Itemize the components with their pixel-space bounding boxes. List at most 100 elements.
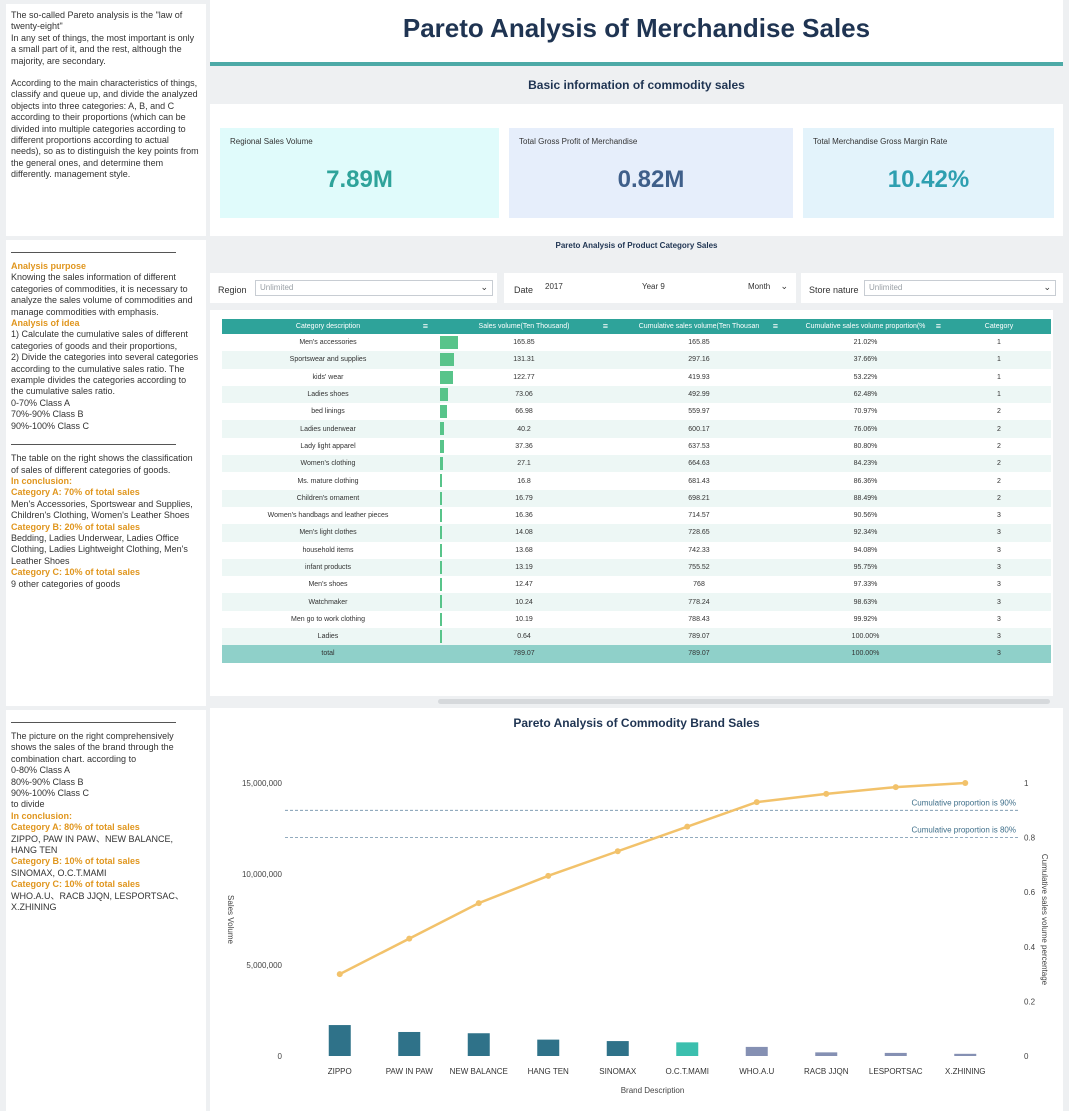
cell-desc: Lady light apparel	[222, 437, 434, 456]
cell-cum: 492.99	[614, 385, 784, 404]
cell-cum: 637.53	[614, 437, 784, 456]
cell-cum: 788.43	[614, 610, 784, 629]
cell-category: 3	[947, 558, 1051, 577]
cell-sales: 66.98	[434, 403, 614, 421]
cell-prop: 97.33%	[784, 576, 947, 594]
cell-prop: 70.97%	[784, 403, 947, 421]
cell-prop: 92.34%	[784, 524, 947, 542]
cell-sales: 37.36	[434, 437, 614, 456]
cell-category: 3	[947, 628, 1051, 646]
reference-line-label: Cumulative proportion is 90%	[912, 798, 1017, 807]
divider	[11, 444, 176, 446]
table-total-row: total 789.07 789.07 100.00% 3	[222, 645, 1051, 663]
cell-sales: 789.07	[434, 645, 614, 663]
sales-mini-bar	[440, 353, 454, 367]
y2-tick-label: 0.4	[1024, 943, 1036, 952]
kpi-label: Total Gross Profit of Merchandise	[519, 137, 638, 146]
date-year-input[interactable]: 2017	[541, 280, 569, 296]
table-scrollbar[interactable]	[438, 699, 1050, 704]
region-select[interactable]: Unlimited ⌄	[255, 280, 493, 296]
col-header-label: Category	[984, 323, 1014, 330]
table-row: Ladies 0.64 789.07 100.00% 3	[222, 628, 1051, 646]
cell-category: 3	[947, 610, 1051, 629]
cell-sales: 73.06	[434, 385, 614, 404]
cumulative-point	[336, 971, 343, 978]
col-header-label: Category description	[295, 323, 361, 330]
purpose-title: Analysis purpose	[11, 261, 87, 271]
table-row: Ladies shoes 73.06 492.99 62.48% 1	[222, 385, 1051, 404]
y-tick-label: 5,000,000	[246, 961, 282, 970]
cell-desc: Men's shoes	[222, 576, 434, 594]
kpi-label: Total Merchandise Gross Margin Rate	[813, 137, 948, 146]
cell-desc: Watchmaker	[222, 593, 434, 611]
table-row: infant products 13.19 755.52 95.75% 3	[222, 558, 1051, 577]
cell-desc: Men go to work clothing	[222, 610, 434, 629]
date-week-input[interactable]: Year 9	[638, 280, 688, 296]
y2-tick-label: 0	[1024, 1052, 1029, 1061]
cell-sales-value: 165.85	[513, 339, 535, 347]
analysis-panel: Analysis purpose Knowing the sales infor…	[6, 240, 206, 706]
category-table: Category description ≡ Sales volume(Ten T…	[222, 319, 1051, 663]
store-select[interactable]: Unlimited ⌄	[864, 280, 1056, 296]
x-axis-label: Brand Description	[621, 1086, 685, 1095]
col-header-sales[interactable]: Sales volume(Ten Thousand) ≡	[434, 319, 614, 334]
cell-sales-value: 73.06	[515, 391, 533, 399]
col-header-prop[interactable]: Cumulative sales volume proportion(% ≡	[784, 319, 947, 334]
col-header-desc[interactable]: Category description ≡	[222, 319, 434, 334]
sort-icon[interactable]: ≡	[935, 321, 941, 331]
cell-desc: Women's clothing	[222, 455, 434, 473]
brand-c-head: Category C: 10% of total sales	[11, 879, 141, 890]
cell-prop: 84.23%	[784, 455, 947, 473]
cell-category: 2	[947, 489, 1051, 507]
cell-sales-value: 66.98	[515, 408, 533, 416]
cell-desc: household items	[222, 541, 434, 559]
divider	[11, 252, 176, 253]
cell-sales: 10.19	[434, 610, 614, 629]
sort-icon[interactable]: ≡	[772, 321, 778, 331]
sales-mini-bar	[440, 612, 442, 626]
table-row: Women's clothing 27.1 664.63 84.23% 2	[222, 455, 1051, 473]
sales-mini-bar	[440, 405, 447, 419]
bar	[398, 1031, 421, 1056]
basic-info-title: Basic information of commodity sales	[528, 78, 745, 92]
reference-line-label: Cumulative proportion is 80%	[912, 826, 1017, 835]
chevron-down-icon: ⌄	[480, 282, 488, 292]
bar	[954, 1053, 977, 1056]
bar	[745, 1046, 768, 1056]
sort-icon[interactable]: ≡	[602, 321, 608, 331]
chevron-down-icon: ⌄	[780, 281, 788, 291]
sales-mini-bar	[440, 543, 442, 557]
bar	[676, 1042, 699, 1056]
cell-sales: 16.79	[434, 489, 614, 507]
sales-mini-bar	[440, 560, 442, 574]
cell-desc: kids' wear	[222, 368, 434, 386]
col-header-label: Cumulative sales volume proportion(%	[805, 323, 926, 330]
kpi-gross-margin: Total Merchandise Gross Margin Rate 10.4…	[803, 128, 1054, 218]
cell-sales-value: 10.19	[515, 615, 533, 623]
col-header-category: Category	[947, 319, 1051, 334]
idea-line-5: 90%-100% Class C	[11, 420, 90, 431]
col-header-label: Sales volume(Ten Thousand)	[478, 323, 570, 330]
intro-text-2: In any set of things, the most important…	[11, 32, 197, 66]
cell-cum: 297.16	[614, 351, 784, 369]
table-row: Sportswear and supplies 131.31 297.16 37.66…	[222, 351, 1051, 369]
cell-sales: 131.31	[434, 351, 614, 369]
cell-category: 1	[947, 351, 1051, 369]
idea-line-1: 1) Calculate the cumulative sales of dif…	[11, 329, 191, 351]
cell-prop: 53.22%	[784, 368, 947, 386]
divider	[11, 722, 176, 723]
col-header-cum[interactable]: Cumulative sales volume(Ten Thousan ≡	[614, 319, 784, 334]
kpi-value: 0.82M	[617, 166, 685, 193]
filter-store-bar: Store nature Unlimited ⌄	[801, 273, 1063, 303]
month-select[interactable]: Month ⌄	[744, 280, 792, 296]
x-tick-label: HANG TEN	[528, 1067, 569, 1076]
cell-desc: Ladies shoes	[222, 385, 434, 404]
x-tick-label: LESPORTSAC	[869, 1067, 923, 1076]
conclusion-a-head: Category A: 70% of total sales	[11, 487, 140, 498]
sort-icon[interactable]: ≡	[422, 321, 428, 331]
cell-sales: 14.08	[434, 524, 614, 542]
table-row: Men's accessories 165.85 165.85 21.02% 1	[222, 334, 1051, 352]
chevron-down-icon: ⌄	[1043, 282, 1051, 292]
brand-note-panel: The picture on the right comprehensively…	[6, 710, 206, 1111]
sales-mini-bar	[440, 630, 442, 644]
